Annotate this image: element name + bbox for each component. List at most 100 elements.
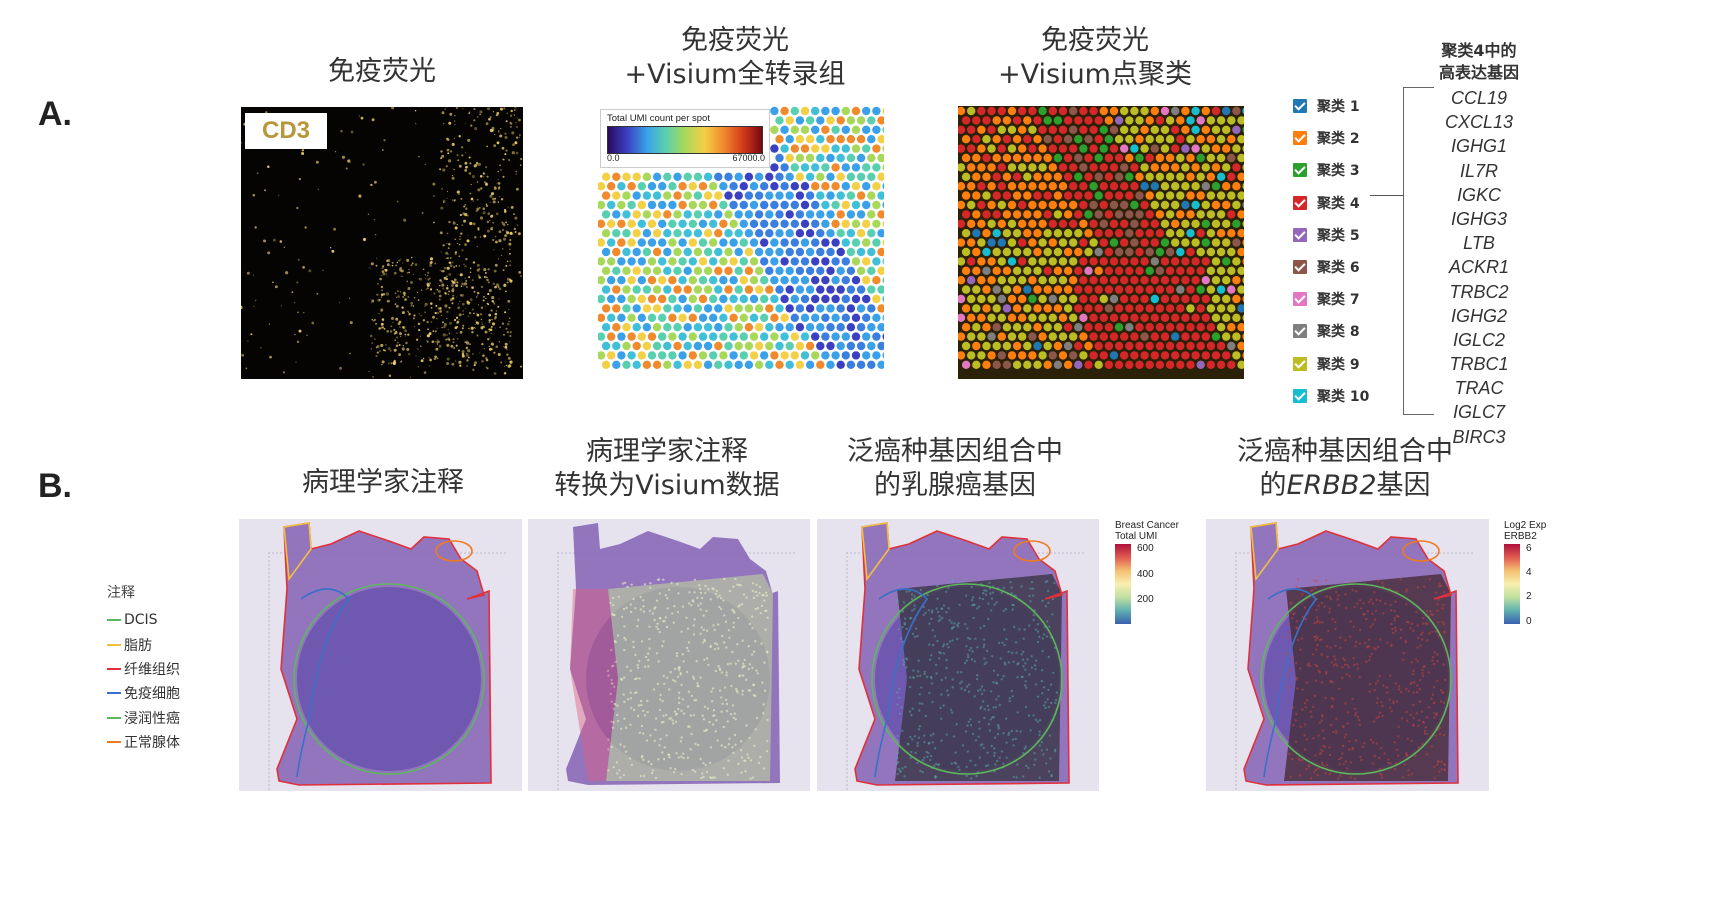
title-erbb2-prefix: 泛癌种基因组合中 的 — [1237, 436, 1453, 501]
fat-outline — [861, 522, 890, 582]
colorbar-erbb2-tick-0: 0 — [1526, 616, 1532, 627]
annotation-legend-item: 纤维组织 — [107, 657, 180, 681]
cluster-legend-label: 聚类 10 — [1317, 388, 1370, 405]
immune-cell-outline — [1263, 588, 1318, 778]
title-if-visium-transcriptome: 免疫荧光 +Visium全转录组 — [624, 25, 846, 90]
cluster4-gene-list: CCL19 CXCL13 IGHG1 IL7R IGKC IGHG3 LTB ACKR1 TRB… — [1424, 86, 1534, 449]
title-immunofluorescence: 免疫荧光 — [328, 56, 436, 87]
gene-list-bracket — [1403, 87, 1434, 415]
immune-cell-outline — [874, 588, 929, 778]
umi-color-legend: Total UMI count per spot 0.0 67000.0 — [600, 109, 770, 168]
visium-spot-overlay — [606, 574, 773, 781]
cd3-label: CD3 — [261, 117, 310, 144]
cluster-legend-label: 聚类 8 — [1317, 324, 1360, 341]
annotation-legend-item: 脂肪 — [107, 632, 180, 656]
tumor-region — [297, 587, 481, 771]
annotation-legend-item: DCIS — [107, 608, 180, 632]
checkbox-icon — [1293, 356, 1307, 371]
visium-spot-overlay — [1284, 574, 1451, 781]
title-breast-cancer-genes: 泛癌种基因组合中 的乳腺癌基因 — [847, 436, 1063, 501]
tissue-panel-pathologist-annotation — [239, 519, 522, 791]
gene-name: IL7R — [1459, 160, 1499, 181]
checkbox-icon — [1293, 388, 1307, 403]
cluster-legend-item: 聚类 5 — [1293, 219, 1383, 251]
gene-name: IGLC2 — [1452, 329, 1506, 350]
gene-name: TRBC2 — [1449, 281, 1509, 302]
title-pathologist-annotation: 病理学家注释 — [302, 467, 464, 498]
checkbox-icon — [1293, 227, 1307, 242]
cluster-legend-label: 聚类 2 — [1317, 131, 1360, 148]
annotation-legend-item: 正常腺体 — [107, 730, 180, 754]
checkbox-icon — [1293, 260, 1307, 275]
tissue-panel-breast-cancer-umi — [817, 519, 1099, 791]
annotation-legend-title: 注释 — [107, 585, 135, 601]
cd3-immunofluorescence-image: CD3 — [241, 107, 523, 379]
annotation-legend: 注释 DCIS 脂肪 纤维组织 免疫细胞浸润性癌正常腺体 — [107, 582, 180, 754]
colorbar-erbb2-gradient — [1504, 544, 1520, 624]
visium-cluster-spot-map — [958, 106, 1244, 379]
gene-name: TRAC — [1454, 378, 1504, 399]
cd3-label-box: CD3 — [245, 113, 327, 149]
umi-legend-gradient — [607, 126, 763, 154]
title-if-visium-clustering: 免疫荧光 +Visium点聚类 — [998, 25, 1192, 90]
fat-outline — [1250, 522, 1279, 582]
fat-outline — [283, 522, 312, 582]
invasive-carcinoma-outline — [871, 583, 1063, 775]
colorbar-umi-tick-400: 400 — [1137, 569, 1154, 580]
section-label-a: A. — [38, 95, 72, 133]
colorbar-erbb2-tick-2: 2 — [1526, 591, 1532, 602]
cluster4-genes-title: 聚类4中的 高表达基因 — [1438, 41, 1519, 82]
checkbox-icon — [1293, 163, 1307, 178]
cluster-legend: 聚类 1 聚类 2 聚类 3 聚类 4 聚类 5 聚类 6 聚类 7 聚类 8 聚类 9 聚类 1… — [1293, 90, 1383, 412]
annotation-legend-label: 浸润性癌 — [124, 710, 180, 727]
colorbar-erbb2-title: Log2 Exp ERBB2 — [1504, 520, 1547, 542]
umi-legend-title: Total UMI count per spot — [607, 113, 710, 124]
cluster-legend-item: 聚类 8 — [1293, 315, 1383, 347]
invasive-carcinoma-outline — [293, 583, 485, 775]
cluster-legend-label: 聚类 5 — [1317, 227, 1360, 244]
normal-gland-outline — [1013, 540, 1051, 562]
gene-name: IGLC7 — [1452, 402, 1506, 423]
normal-gland-outline — [435, 540, 473, 562]
gene-name: BIRC3 — [1452, 426, 1506, 447]
cluster-legend-item: 聚类 3 — [1293, 154, 1383, 186]
gene-name: CXCL13 — [1444, 112, 1514, 133]
colorbar-erbb2-tick-6: 6 — [1526, 543, 1532, 554]
annotation-legend-label: DCIS — [124, 612, 158, 629]
checkbox-icon — [1293, 324, 1307, 339]
colorbar-umi-tick-200: 200 — [1137, 594, 1154, 605]
visium-spot-overlay — [895, 574, 1062, 781]
title-erbb2-gene-name: ERBB2 — [1286, 470, 1377, 501]
fibrous-tissue-region — [570, 589, 618, 781]
colorbar-umi-gradient — [1115, 544, 1131, 624]
gene-name: IGKC — [1456, 184, 1501, 205]
cluster-legend-item: 聚类 4 — [1293, 187, 1383, 219]
cluster-legend-label: 聚类 9 — [1317, 356, 1360, 373]
annotation-legend-item: 免疫细胞 — [107, 681, 180, 705]
gene-name: IGHG1 — [1450, 136, 1507, 157]
cluster-legend-label: 聚类 7 — [1317, 292, 1360, 309]
cluster-legend-label: 聚类 1 — [1317, 99, 1360, 116]
immune-cell-outline — [296, 588, 351, 778]
fibrous-tissue-outline — [854, 522, 1070, 786]
cluster4-connector — [1370, 195, 1403, 196]
title-annotation-to-visium: 病理学家注释 转换为Visium数据 — [554, 436, 780, 501]
cluster-legend-item: 聚类 7 — [1293, 283, 1383, 315]
annotation-line-swatch — [107, 667, 121, 670]
annotation-line-swatch — [107, 643, 121, 646]
gene-name: LTB — [1463, 233, 1495, 254]
umi-legend-min: 0.0 — [607, 153, 620, 163]
tissue-panel-annotation-visium — [528, 519, 810, 791]
tissue-panel-erbb2-expression — [1206, 519, 1489, 791]
annotation-line-swatch — [107, 716, 121, 719]
title-erbb2-suffix: 基因 — [1376, 470, 1431, 501]
colorbar-umi-title: Breast Cancer Total UMI — [1115, 520, 1179, 542]
checkbox-icon — [1293, 131, 1307, 146]
colorbar-umi-tick-600: 600 — [1137, 543, 1154, 554]
cluster-legend-item: 聚类 10 — [1293, 380, 1383, 412]
checkbox-icon — [1293, 99, 1307, 114]
cluster-legend-item: 聚类 9 — [1293, 348, 1383, 380]
annotation-legend-item: 浸润性癌 — [107, 706, 180, 730]
normal-gland-outline — [1402, 540, 1440, 562]
checkbox-icon — [1293, 195, 1307, 210]
